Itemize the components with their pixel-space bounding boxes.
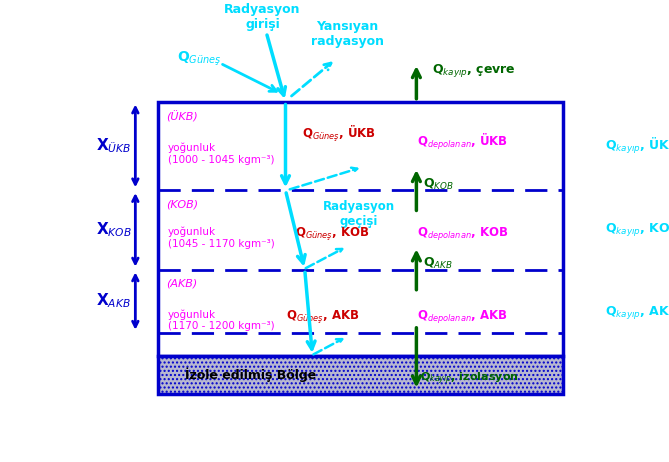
Text: Q$_{KOB}$: Q$_{KOB}$ — [423, 176, 454, 192]
Text: Q$_{kayıp}$, KOB: Q$_{kayıp}$, KOB — [605, 221, 669, 238]
Text: (KOB): (KOB) — [166, 200, 198, 209]
Text: Q$_{Güneş}$, ÜKB: Q$_{Güneş}$, ÜKB — [302, 124, 377, 144]
Text: Q$_{depolanan}$, ÜKB: Q$_{depolanan}$, ÜKB — [417, 132, 508, 152]
Text: Radyasyon
geçişi: Radyasyon geçişi — [322, 201, 395, 228]
Text: (AKB): (AKB) — [166, 279, 197, 289]
Text: X$_{AKB}$: X$_{AKB}$ — [96, 292, 131, 310]
Text: Q$_{kayıp}$, çevre: Q$_{kayıp}$, çevre — [432, 62, 516, 79]
Text: X$_{ÜKB}$: X$_{ÜKB}$ — [96, 137, 132, 155]
Text: Q$_{kayıp}$, izolasyon: Q$_{kayıp}$, izolasyon — [420, 370, 519, 387]
Text: Q$_{kayıp}$, ÜKB: Q$_{kayıp}$, ÜKB — [605, 136, 669, 156]
Text: Radyasyon
girişi: Radyasyon girişi — [224, 3, 300, 31]
Text: yoğunluk
(1000 - 1045 kgm⁻³): yoğunluk (1000 - 1045 kgm⁻³) — [168, 143, 274, 164]
Text: İzole edilmiş Bölge: İzole edilmiş Bölge — [185, 368, 316, 382]
Text: Q$_{Güneş}$, KOB: Q$_{Güneş}$, KOB — [294, 225, 369, 242]
Text: Q$_{depolanan}$, KOB: Q$_{depolanan}$, KOB — [417, 225, 508, 242]
Text: (ÜKB): (ÜKB) — [166, 111, 198, 122]
Text: X$_{KOB}$: X$_{KOB}$ — [96, 220, 132, 239]
Text: yoğunluk
(1045 - 1170 kgm⁻³): yoğunluk (1045 - 1170 kgm⁻³) — [168, 226, 274, 249]
Bar — [159, 102, 563, 356]
Text: Q$_{Güneş}$: Q$_{Güneş}$ — [177, 50, 221, 68]
Text: Yansıyan
radyasyon: Yansıyan radyasyon — [310, 20, 383, 48]
Text: yoğunluk
(1170 - 1200 kgm⁻³): yoğunluk (1170 - 1200 kgm⁻³) — [168, 309, 274, 331]
Text: Q$_{depolanan}$, AKB: Q$_{depolanan}$, AKB — [417, 308, 508, 325]
Bar — [159, 356, 563, 394]
Text: Q$_{AKB}$: Q$_{AKB}$ — [423, 256, 452, 271]
Text: Q$_{Güneş}$, AKB: Q$_{Güneş}$, AKB — [286, 308, 359, 325]
Text: Q$_{kayıp}$, AKB: Q$_{kayıp}$, AKB — [605, 304, 669, 321]
